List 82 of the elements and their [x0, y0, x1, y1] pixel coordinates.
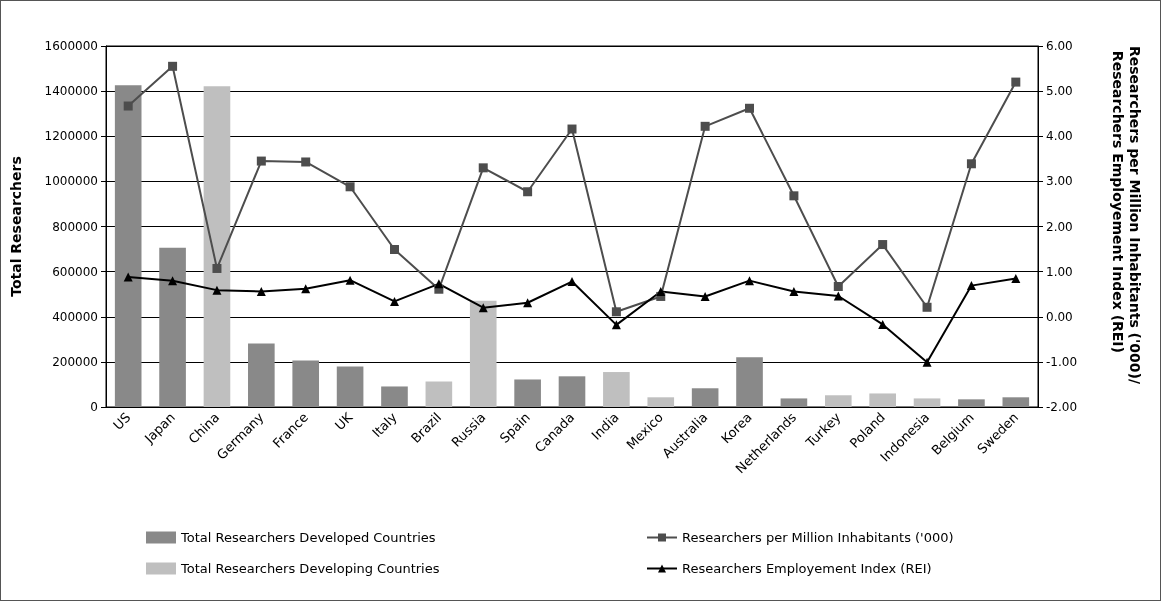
- point: [656, 286, 666, 296]
- y-tick-label: 600000: [52, 264, 98, 279]
- point: [345, 275, 355, 285]
- x-tick-label: US: [110, 409, 134, 433]
- point: [922, 302, 932, 312]
- legend-label: Total Researchers Developing Countries: [180, 561, 440, 576]
- bar: [514, 379, 541, 407]
- point: [389, 296, 399, 306]
- point: [478, 163, 488, 173]
- bar: [469, 300, 497, 407]
- y2-tick-label: 6.00: [1046, 39, 1073, 53]
- y-tick-label: 1200000: [44, 129, 98, 144]
- bar: [425, 381, 453, 407]
- point: [168, 61, 178, 71]
- bar: [292, 360, 320, 407]
- y2-tick-label: -2.00: [1046, 400, 1078, 414]
- bar: [114, 85, 142, 407]
- bar: [958, 399, 985, 407]
- bar: [159, 247, 186, 407]
- point: [922, 357, 932, 367]
- point: [966, 281, 976, 291]
- bar: [691, 388, 719, 407]
- point: [168, 276, 178, 286]
- point: [345, 182, 355, 192]
- point: [123, 101, 133, 111]
- bar: [381, 386, 408, 407]
- y2-tick-label: 3.00: [1046, 174, 1073, 189]
- point: [878, 240, 888, 250]
- legend-label: Researchers Employement Index (REI): [682, 561, 932, 576]
- bar: [780, 398, 808, 407]
- point: [833, 282, 843, 292]
- y-tick-label: 1600000: [44, 39, 98, 53]
- bar: [824, 395, 852, 407]
- point: [389, 245, 399, 255]
- point: [567, 277, 577, 287]
- y2-axis-title: Researchers per Million Inhabitants ('000)/ Researchers Employement Index (REI): [1109, 46, 1143, 385]
- point: [789, 286, 799, 296]
- point: [745, 103, 755, 113]
- bar: [869, 393, 896, 407]
- point: [523, 298, 533, 308]
- point: [1011, 77, 1021, 87]
- point: [523, 187, 533, 197]
- y-tick-label: 0: [90, 400, 98, 414]
- bar: [647, 397, 675, 407]
- point: [878, 319, 888, 329]
- y-tick-label: 400000: [52, 309, 98, 324]
- point: [745, 276, 755, 286]
- y2-tick-label: 4.00: [1046, 129, 1073, 144]
- y-tick-label: 1000000: [44, 174, 98, 189]
- y2-tick-label: -1.00: [1046, 354, 1078, 369]
- point: [123, 272, 133, 282]
- y2-tick-label: 1.00: [1046, 264, 1073, 279]
- legend-label: Researchers per Million Inhabitants ('000): [682, 530, 954, 545]
- bar: [736, 357, 763, 407]
- y2-tick-label: 0.00: [1046, 309, 1073, 324]
- point: [789, 191, 799, 201]
- bar: [1002, 397, 1030, 407]
- bar: [558, 376, 586, 407]
- y-tick-label: 200000: [52, 354, 98, 369]
- point: [966, 159, 976, 169]
- legend-label: Total Researchers Developed Countries: [180, 530, 436, 545]
- point: [1011, 273, 1021, 283]
- point: [700, 121, 710, 131]
- point: [301, 157, 311, 167]
- point: [567, 124, 577, 134]
- y2-tick-label: 2.00: [1046, 219, 1073, 234]
- y2-tick-label: 5.00: [1046, 84, 1073, 99]
- y-tick-label: 1400000: [44, 84, 98, 99]
- bar: [913, 398, 941, 407]
- point: [256, 156, 266, 166]
- point: [212, 263, 222, 273]
- y-axis-title: Total Researchers: [7, 156, 24, 297]
- point: [700, 291, 710, 301]
- bar: [336, 366, 364, 407]
- point: [256, 286, 266, 296]
- bar: [203, 86, 231, 407]
- point: [212, 285, 222, 295]
- x-tick-label: UK: [332, 409, 356, 434]
- point: [611, 307, 621, 317]
- bar: [248, 343, 275, 407]
- y-tick-label: 800000: [52, 219, 98, 234]
- bar: [603, 372, 630, 407]
